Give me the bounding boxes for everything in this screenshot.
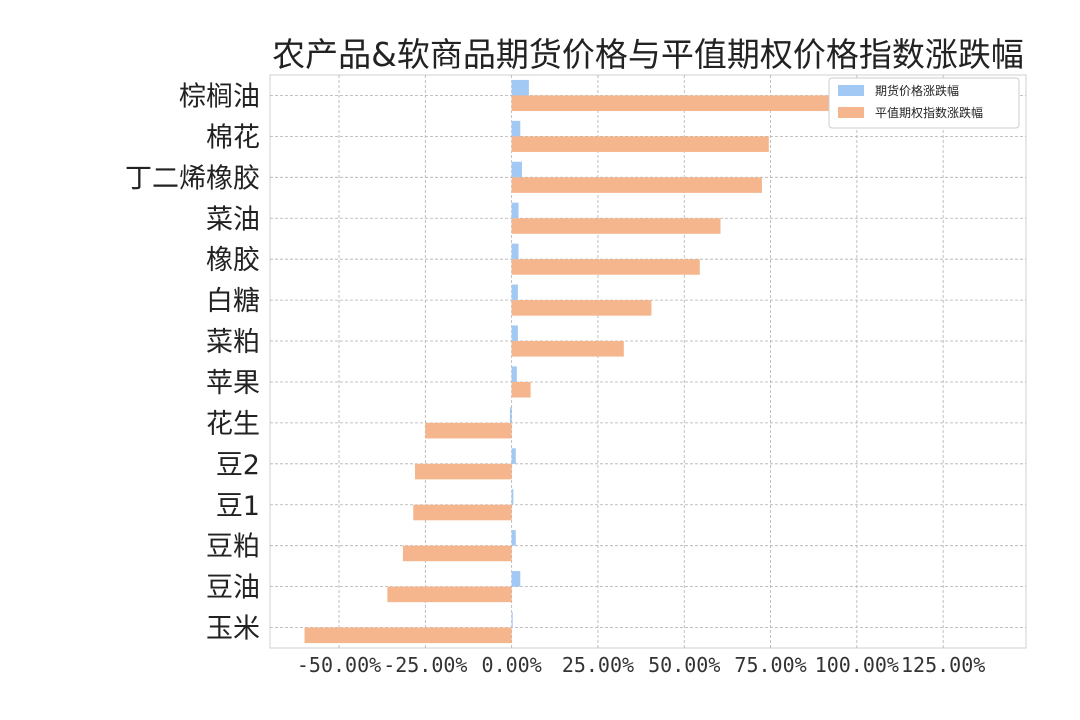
legend-box (828, 77, 1020, 129)
bar-futures (509, 407, 512, 423)
bar-options (511, 341, 624, 357)
x-tick-label: 25.00% (562, 653, 634, 677)
category-label: 豆油 (206, 573, 260, 604)
bar-options (511, 381, 531, 398)
category-label: 豆1 (216, 491, 260, 522)
legend: 期货价格涨跌幅 平值期权指数涨跌幅 (828, 77, 1020, 129)
bar-futures (511, 571, 521, 587)
x-tick-label: 50.00% (648, 653, 720, 677)
category-label: 苹果 (206, 368, 260, 399)
bar-futures (511, 366, 517, 382)
x-tick-label: 125.00% (901, 653, 985, 677)
category-label: 白糖 (206, 286, 260, 317)
bar-options (425, 422, 512, 439)
bar-options (414, 463, 512, 480)
category-label: 菜粕 (206, 327, 260, 358)
legend-swatch-futures (838, 85, 864, 96)
x-tick-label: 100.00% (815, 653, 899, 677)
bar-futures (511, 611, 513, 628)
x-tick-labels: -50.00% -25.00% 0.00% 25.00% 50.00% 75.00% 100… (297, 653, 985, 677)
bar-futures (511, 489, 514, 505)
category-label: 橡胶 (206, 245, 260, 276)
bar-futures (511, 79, 529, 96)
category-label: 棉花 (206, 122, 260, 153)
bar-futures (511, 120, 521, 137)
category-label: 豆粕 (206, 532, 260, 563)
category-label: 豆2 (216, 450, 260, 481)
category-label: 棕榈油 (179, 81, 260, 112)
category-label: 花生 (206, 409, 260, 440)
bar-options (304, 627, 512, 644)
x-tick-label: -50.00% (297, 653, 381, 677)
x-tick-label: 75.00% (734, 653, 806, 677)
legend-label-futures: 期货价格涨跌幅 (875, 83, 959, 98)
category-label: 玉米 (206, 614, 260, 645)
bar-futures (511, 325, 518, 342)
bar-options (402, 545, 512, 562)
bar-options (387, 586, 512, 603)
legend-swatch-options (838, 107, 864, 118)
bar-futures (511, 161, 522, 178)
bar-futures (511, 530, 516, 546)
bar-options (511, 218, 721, 234)
bar-futures (511, 448, 516, 464)
bar-futures (511, 243, 519, 260)
grid (269, 74, 1027, 649)
bar-options (413, 504, 512, 521)
x-tick-label: -25.00% (383, 653, 467, 677)
category-label: 丁二烯橡胶 (125, 163, 260, 194)
bar-futures (511, 284, 518, 301)
chart-title: 农产品&软商品期货价格与平值期权价格指数涨跌幅 (272, 35, 1024, 74)
bar-options (511, 300, 652, 316)
x-tick-label: 0.00% (482, 653, 542, 677)
bar-options (511, 95, 926, 112)
legend-label-options: 平值期权指数涨跌幅 (875, 105, 983, 120)
bar-options (511, 136, 769, 152)
category-label: 菜油 (206, 204, 260, 235)
bar-options (511, 259, 700, 275)
plot-frame (269, 74, 1027, 649)
bar-options (511, 177, 762, 193)
bar-futures (511, 202, 519, 219)
bars (304, 79, 926, 644)
